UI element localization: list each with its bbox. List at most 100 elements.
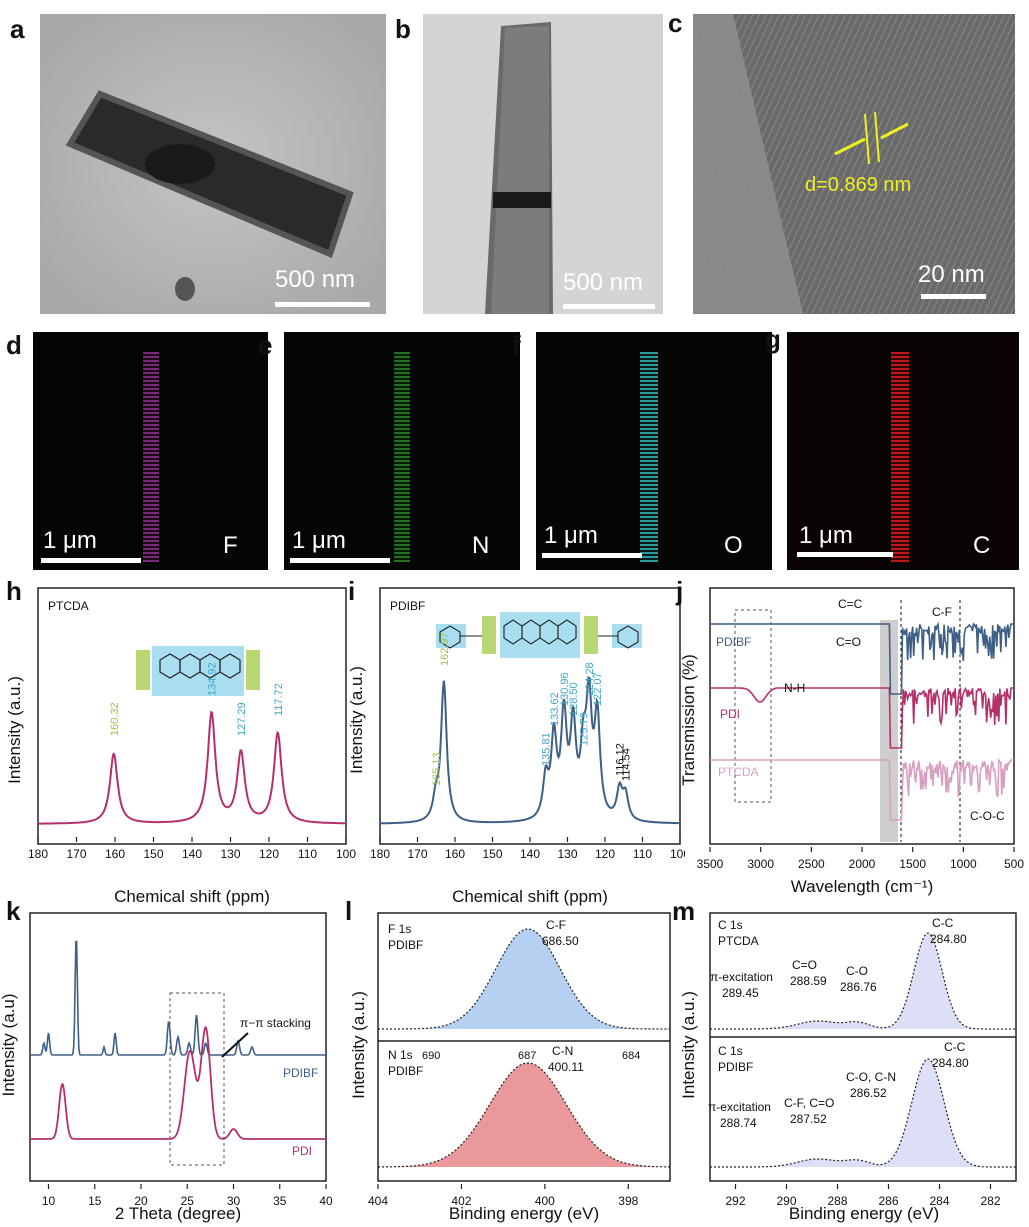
chart-i-tick-label: 100 [670,847,685,861]
peak-m-bottom-pi: π-excitation [708,1100,771,1114]
scale-bar-f [542,553,642,558]
element-label-n: N [472,532,490,559]
energy-m-bottom-cc: 284.80 [932,1056,969,1070]
lattice-c [693,14,1015,314]
chart-i-tick-label: 140 [520,847,540,861]
xps-n-curve [377,1062,670,1168]
xlabel-k: 2 Theta (degree) [115,1204,241,1223]
peak-label: 114.54 [620,748,632,781]
energy-m-top-c-o: 286.76 [840,980,877,994]
peak-m-top-cc: C-C [932,916,954,930]
panel-label-f: f [512,330,521,360]
plot-frame-j [709,587,1015,845]
hrtem-image-c: d=0.869 nm 20 nm [693,14,1015,314]
bond-l-top: C-F [546,918,566,932]
energy-m-top-pi: 289.45 [722,986,759,1000]
chart-m: C 1s PTCDA C-C 284.80 π-excitation 289.4… [680,912,1017,1223]
annot-c-f: C-F [932,605,952,619]
ylabel-k: Intensity (a.u) [0,994,18,1097]
ylabel-j: Transmission (%) [680,654,698,786]
peak-label: 134.92 [207,662,219,696]
chart-k: PDIBF PDI π−π stacking 10 15 20 25 30 35 40 In… [0,912,333,1223]
chart-j-tick-label: 3000 [747,857,774,871]
peak-m-bottom-con: C-O, C-N [846,1070,896,1084]
xrd-curve-pdibf [30,940,326,1056]
chart-k-tick-label: 40 [319,1194,333,1208]
chart-k-tick-label: 20 [134,1194,148,1208]
chart-i-tick-label: 180 [370,847,390,861]
molecule-pdibf [436,612,642,658]
arrow-pi-stacking [221,1032,249,1058]
chart-i-tick-label: 170 [407,847,427,861]
energy-m-bottom-pi: 288.74 [720,1116,757,1130]
peak-label: 127.29 [236,702,248,736]
chart-l: F 1s PDIBF C-F 686.50 N 1s PDIBF 690 687… [350,912,671,1223]
peak-m-top-pi: π-excitation [710,970,773,984]
panel-label-k: k [6,896,21,926]
ir-curve-pdi [710,686,1014,749]
scale-bar-b [563,304,655,309]
legend-k-pdibf: PDIBF [283,1066,318,1080]
xlabel-l: Binding energy (eV) [449,1204,599,1223]
chart-k-tick-label: 30 [227,1194,241,1208]
scale-text-g: 1 μm [799,522,853,549]
legend-k-pdi: PDI [292,1144,312,1158]
chart-l-tick-label: 404 [368,1194,388,1208]
eds-map-c: 1 μm C [787,332,1019,570]
plot-frame-i [379,587,681,845]
dashed-box-k [169,992,225,1166]
annot-c=c: C=C [838,597,863,611]
chart-h-tick-label: 130 [220,847,240,861]
chart-m-tick-label: 292 [725,1194,745,1208]
peak-label: 130.96 [559,672,571,706]
legend-ptcda: PTCDA [718,765,759,779]
plot-frame-h [37,587,347,845]
peak-m-bottom-cc: C-C [944,1040,966,1054]
scale-text-c: 20 nm [918,261,985,288]
chart-j-tick-label: 3500 [697,857,724,871]
peak-label: 160.32 [109,702,121,736]
panel-label-j: j [676,576,684,606]
bond-l-bottom: C-N [552,1044,573,1058]
energy-l-top: 686.50 [542,934,579,948]
panel-label-g: g [765,324,781,354]
eds-rod-f [143,352,159,562]
chart-k-tick-label: 25 [181,1194,195,1208]
chart-i-tick-label: 130 [557,847,577,861]
nanorod-b [423,14,663,314]
annot-c-o-c: C-O-C [970,809,1005,823]
eds-rod-n [394,352,410,562]
panel-label-l: l [345,896,353,926]
chart-i-tick-label: 150 [482,847,502,861]
tem-image-a: 500 nm [40,14,386,314]
peak-label: 125.79 [578,712,590,746]
xrd-curve-pdi [30,1025,326,1140]
scale-text-a: 500 nm [275,266,356,293]
peak-label: 135.81 [541,732,553,766]
energy-m-bottom-cf: 287.52 [790,1112,827,1126]
chart-i-tick-label: 160 [445,847,465,861]
scale-text-b: 500 nm [563,269,644,296]
nanorod-a [40,14,386,314]
xps-f-curve [378,928,670,1030]
eds-rod-c [891,352,909,562]
scale-text-d: 1 μm [43,527,97,554]
scale-bar-g [797,552,893,557]
chart-h-tick-label: 180 [28,847,48,861]
chart-m-tick-label: 288 [827,1194,847,1208]
xps-m-top-fill [710,933,1016,1029]
eds-map-n: 1 μm N [284,332,520,570]
chart-h-tick-label: 150 [143,847,163,861]
chart-j: PDIBF PDI PTCDA C=C C-F C=O N-H C-O-C 35… [680,587,1024,896]
element-label-o: O [724,532,743,559]
scale-bar-c [921,294,986,299]
xlabel-m: Binding energy (eV) [789,1204,939,1223]
ylabel-m: Intensity (a.u.) [680,991,698,1099]
chart-j-tick-label: 500 [1004,857,1024,871]
eds-map-f: 1 μm F [33,332,268,570]
annot-n-h: N-H [784,681,805,695]
plot-frame-m [709,912,1017,1182]
d-spacing-annotation: d=0.869 nm [805,174,912,196]
chart-m-tick-label: 290 [776,1194,796,1208]
eds-map-o: 1 μm O [536,332,772,570]
